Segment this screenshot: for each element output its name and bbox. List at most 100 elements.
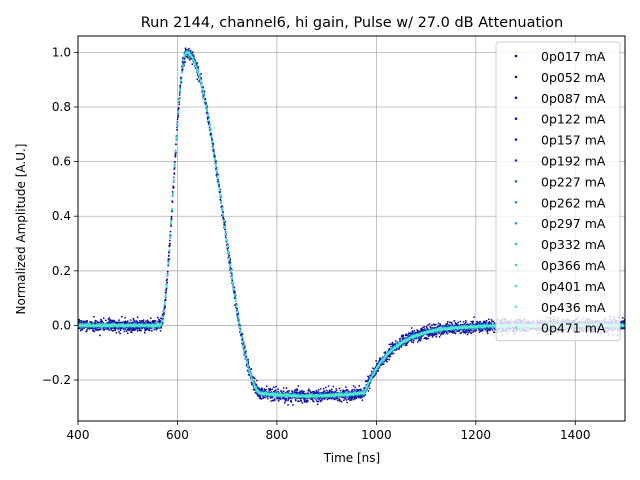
data-point [347,398,350,400]
data-point [486,330,489,333]
data-point [358,385,361,387]
data-point [148,329,151,331]
data-point [440,332,443,335]
data-point [487,322,490,325]
data-point [413,329,416,332]
data-point [164,306,166,308]
data-point [108,321,111,324]
data-point [173,161,176,163]
data-point [141,319,143,322]
data-point [287,399,289,402]
data-point [118,330,120,333]
data-point [284,397,287,400]
data-point [282,390,285,393]
data-point [490,319,493,321]
data-point [425,325,428,328]
data-point [197,66,200,69]
data-point [110,328,113,331]
data-point [224,236,227,239]
data-point [431,336,434,338]
data-point [404,344,407,347]
data-point [370,370,373,373]
data-point [439,323,442,326]
data-point [142,319,145,321]
data-point [115,331,118,334]
data-point [132,319,135,321]
data-point [368,387,371,390]
data-point [481,329,484,332]
data-point [454,322,457,325]
data-point [164,299,167,301]
data-point [92,315,95,318]
data-point [95,320,97,322]
data-point [218,185,221,188]
data-point [476,321,479,324]
data-point [117,321,119,324]
data-point [124,328,127,330]
data-point [303,399,306,402]
data-point [330,388,333,391]
data-point [177,114,180,117]
data-point [271,388,274,391]
data-point [287,404,289,406]
data-point [354,397,357,400]
data-point [299,390,301,393]
data-point [114,327,117,330]
data-point [119,329,122,332]
data-point [277,400,280,402]
data-point [260,397,263,400]
data-point [257,395,260,397]
data-point [250,368,253,370]
data-point [188,47,190,50]
data-point [169,239,171,242]
data-point [283,401,286,404]
data-point [136,330,139,332]
data-point [222,210,224,213]
data-point [247,358,250,361]
data-point [172,187,175,189]
data-point [159,317,162,320]
data-point [152,319,154,322]
data-point [431,324,433,327]
data-point [163,313,165,316]
data-point [317,398,320,401]
data-point [322,391,325,394]
data-point [464,319,467,322]
data-point [339,389,342,392]
data-point [432,333,435,336]
data-point [166,281,169,284]
data-point [272,386,275,389]
data-point [170,218,173,221]
data-point [105,319,107,322]
data-point [446,332,449,335]
data-point [274,398,276,401]
data-point [462,320,465,323]
data-point [416,341,419,343]
data-point [168,245,171,248]
data-point [339,400,341,402]
data-point [171,191,174,193]
data-point [255,393,258,395]
data-point [291,389,293,392]
data-point [486,332,489,335]
data-point [479,320,481,323]
data-point [89,320,92,323]
data-point [288,389,291,392]
data-point [144,329,147,332]
data-point [435,335,438,338]
data-point [437,322,440,325]
data-point [492,331,495,334]
data-point [338,387,341,390]
data-point [228,254,231,257]
data-point [126,320,129,322]
data-point [91,329,94,332]
data-point [188,58,191,61]
data-point [210,132,212,135]
data-point [256,386,259,389]
data-point [229,266,232,269]
data-point [261,388,264,391]
data-point [154,320,157,323]
data-point [326,391,329,394]
data-point [94,321,96,324]
